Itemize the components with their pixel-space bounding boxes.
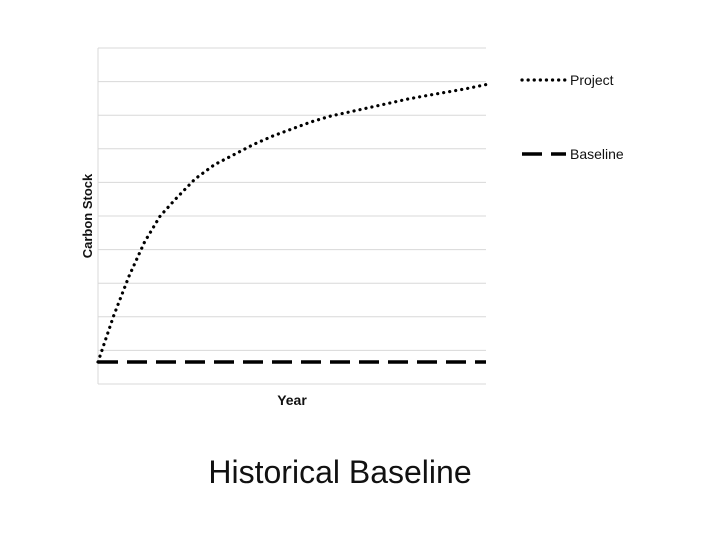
series-project-line bbox=[96, 82, 488, 364]
series-layer bbox=[96, 82, 488, 364]
gridlines bbox=[98, 47, 486, 385]
legend-label-baseline: Baseline bbox=[570, 146, 624, 162]
slide-caption: Historical Baseline bbox=[208, 454, 472, 490]
legend: Project Baseline bbox=[520, 72, 624, 162]
y-axis-label: Carbon Stock bbox=[80, 173, 95, 258]
x-axis-label: Year bbox=[277, 392, 307, 408]
legend-label-project: Project bbox=[570, 72, 614, 88]
